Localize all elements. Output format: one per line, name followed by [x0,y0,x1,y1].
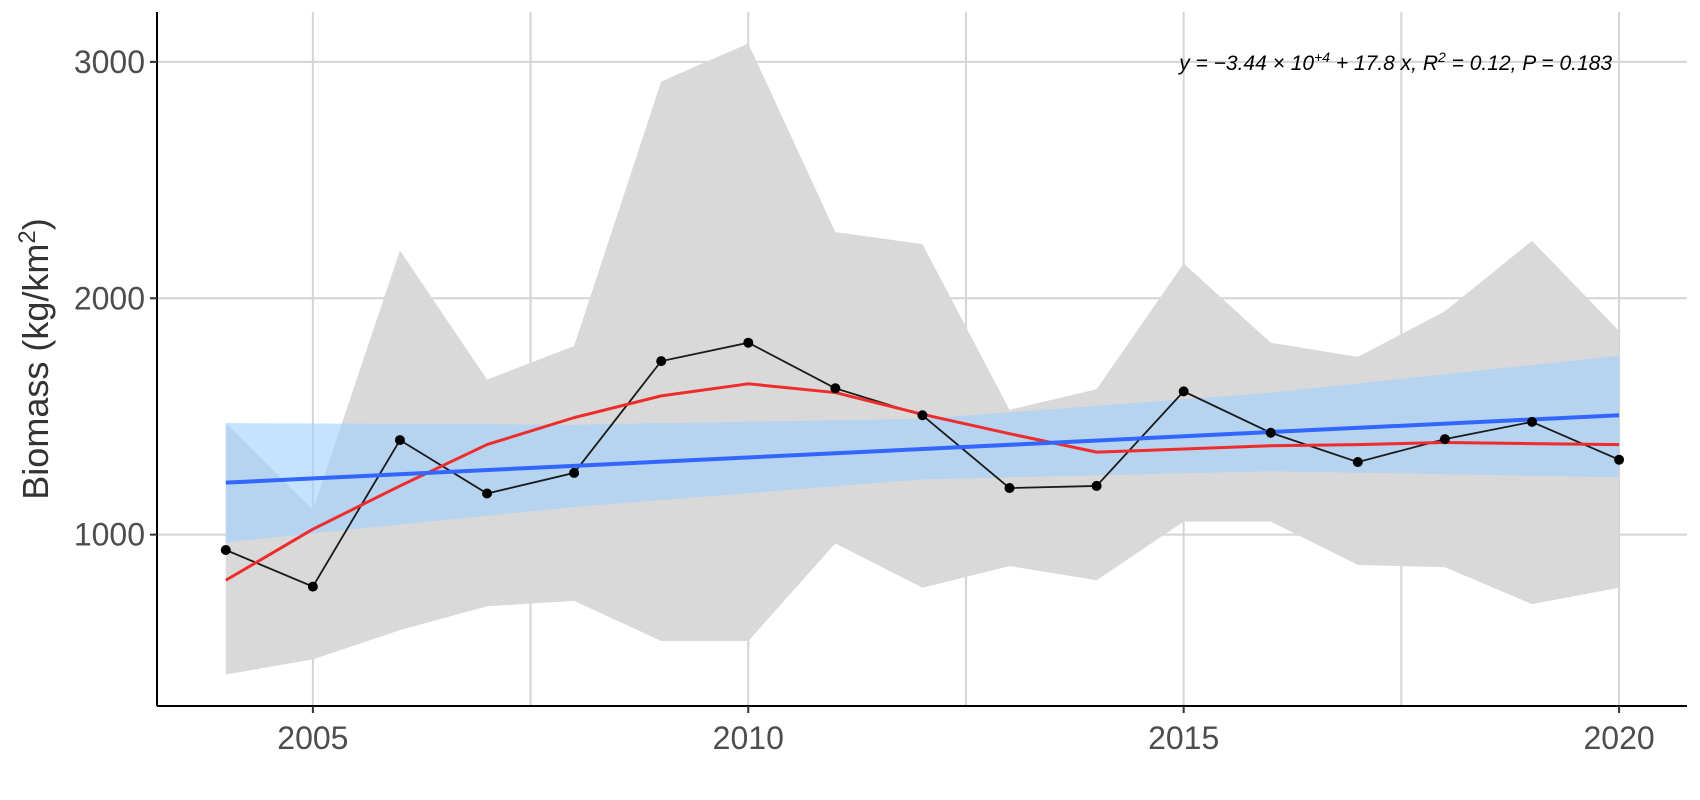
data-point [743,337,754,348]
data-point [1091,480,1102,491]
data-point [656,356,667,367]
x-tick-label: 2005 [277,720,348,756]
data-point [1178,386,1189,397]
data-point [394,435,405,446]
x-tick-label: 2020 [1583,720,1654,756]
x-tick-label: 2015 [1148,720,1219,756]
superscript: 2 [1437,49,1446,65]
annotation: y = −3.44 × 10+4 + 17.8 x, R2 = 0.12, P … [1177,49,1612,75]
data-point [1526,416,1537,427]
trend-line [225,413,1620,485]
ci-band [225,43,1620,675]
data-point [569,467,580,478]
data-point [1439,434,1450,445]
annotation-part: + 17.8 x, R [1330,52,1438,75]
data-point [1614,454,1625,465]
data-point [1265,427,1276,438]
data-point [1004,483,1015,494]
y-tick-label: 1000 [74,517,145,553]
data-point [1352,457,1363,468]
y-axis-label: Biomass (kg/km2) [14,218,57,499]
x-tick-label: 2010 [713,720,784,756]
y-tick-label: 2000 [74,280,145,316]
label-part: ) [15,218,56,230]
data-point [917,410,928,421]
annotation-part: y = −3.44 × 10 [1177,52,1314,75]
label-part: Biomass (kg/km [15,244,56,500]
data-point [220,544,231,555]
superscript: 2 [14,230,41,243]
data-point [482,488,493,499]
data-point [830,383,841,394]
data-point [307,581,318,592]
annotation-part: = 0.12, P = 0.183 [1446,52,1613,75]
superscript: +4 [1314,49,1330,65]
y-tick-label: 3000 [74,44,145,80]
